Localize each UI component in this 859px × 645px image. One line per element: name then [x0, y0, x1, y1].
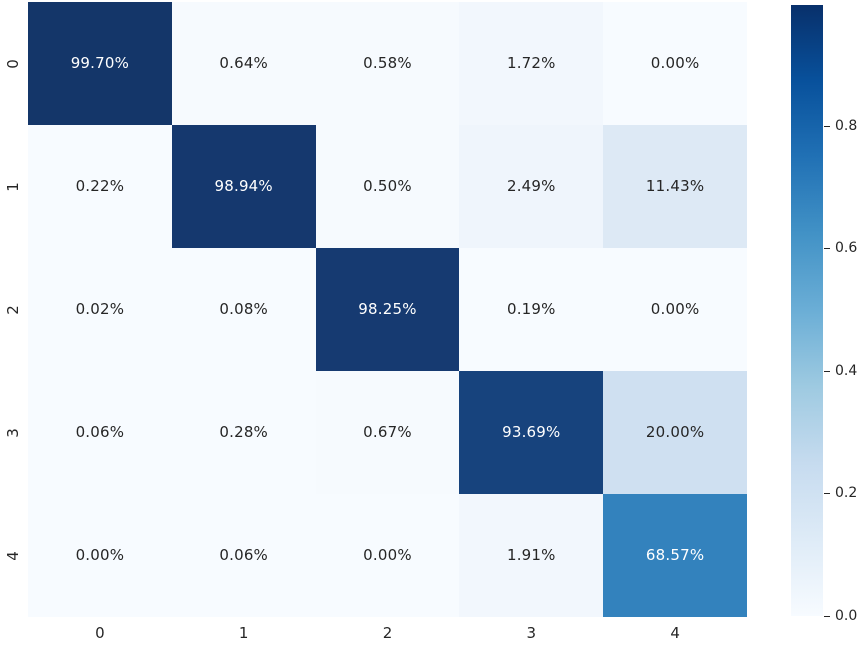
y-tick-label: 2 — [0, 248, 26, 371]
heatmap-cell: 98.94% — [171, 125, 316, 248]
heatmap-cell: 68.57% — [603, 494, 747, 617]
colorbar-tick-mark — [824, 125, 830, 127]
heatmap-cell: 1.72% — [459, 2, 604, 125]
x-axis: 0 1 2 3 4 — [28, 622, 747, 644]
y-tick-label-text: 2 — [3, 304, 22, 315]
y-tick-label: 0 — [0, 2, 26, 125]
y-axis: 0 1 2 3 4 — [0, 2, 26, 617]
heatmap-cell: 0.22% — [28, 125, 172, 248]
heatmap-grid: 99.70% 0.64% 0.58% 1.72% 0.00% 0.22% 98.94% 0.5… — [28, 2, 747, 617]
colorbar-tick-label: 0.4 — [835, 362, 858, 379]
heatmap-cell: 0.02% — [28, 248, 172, 371]
x-tick-label: 0 — [95, 624, 105, 642]
colorbar-tick-label: 0.8 — [835, 117, 858, 134]
heatmap-cell: 20.00% — [603, 371, 747, 494]
heatmap-cell: 93.69% — [459, 371, 604, 494]
heatmap-cell: 0.00% — [28, 494, 172, 617]
heatmap-cell: 0.00% — [315, 494, 460, 617]
heatmap-cell: 11.43% — [603, 125, 747, 248]
heatmap-cell: 0.64% — [171, 2, 316, 125]
y-tick-label-text: 4 — [3, 550, 22, 561]
heatmap-cell: 0.28% — [171, 371, 316, 494]
heatmap-cell: 99.70% — [28, 2, 172, 125]
colorbar-tick-label: 0.6 — [835, 240, 858, 257]
colorbar-tick-mark — [824, 248, 830, 250]
heatmap-cell: 0.67% — [315, 371, 460, 494]
y-tick-label: 4 — [0, 494, 26, 617]
heatmap-cell: 0.06% — [171, 494, 316, 617]
heatmap-cell: 0.19% — [459, 248, 604, 371]
heatmap-cell: 0.00% — [603, 248, 747, 371]
heatmap-cell: 1.91% — [459, 494, 604, 617]
colorbar-tick-mark — [824, 493, 830, 495]
colorbar-tick-mark — [824, 616, 830, 617]
x-tick-label: 3 — [526, 624, 537, 642]
y-tick-label: 1 — [0, 125, 26, 248]
colorbar-tick-label: 0.0 — [835, 608, 858, 624]
heatmap-cell: 0.08% — [171, 248, 316, 371]
heatmap-cell: 98.25% — [315, 248, 460, 371]
x-tick-label: 1 — [238, 624, 249, 642]
colorbar-tick-mark — [824, 370, 830, 372]
heatmap-cell: 0.00% — [603, 2, 747, 125]
heatmap-cell: 0.06% — [28, 371, 172, 494]
y-tick-label-text: 1 — [3, 181, 22, 192]
colorbar-tick-label: 0.2 — [835, 485, 858, 502]
heatmap-cell: 0.58% — [315, 2, 460, 125]
colorbar — [791, 5, 823, 616]
heatmap-cell: 0.50% — [315, 125, 460, 248]
x-tick-label: 2 — [382, 624, 393, 642]
heatmap-cell: 2.49% — [459, 125, 604, 248]
x-tick-label: 4 — [670, 624, 680, 642]
y-tick-label: 3 — [0, 371, 26, 494]
y-tick-label-text: 0 — [3, 58, 22, 69]
y-tick-label-text: 3 — [3, 427, 22, 438]
